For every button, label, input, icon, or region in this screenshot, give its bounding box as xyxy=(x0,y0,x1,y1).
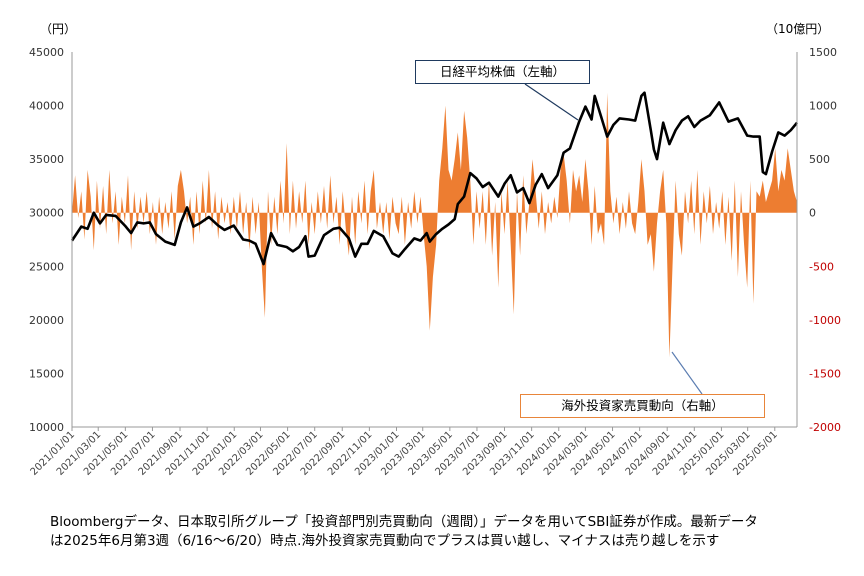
right-tick-label: 1000 xyxy=(809,100,837,113)
right-tick-label: 1500 xyxy=(809,46,837,59)
right-tick-label: 0 xyxy=(809,207,816,220)
right-tick-label: -2000 xyxy=(809,421,841,434)
foreign-callout-connector xyxy=(671,351,703,395)
foreign-investor-series-label: 海外投資家売買動向（右軸） xyxy=(520,394,765,418)
nikkei-line xyxy=(70,91,799,266)
footnote: Bloombergデータ、日本取引所グループ「投資部門別売買動向（週間）」データ… xyxy=(50,513,840,551)
right-tick-label: -1000 xyxy=(809,314,841,327)
left-axis-unit: （円） xyxy=(40,22,77,36)
left-tick-label: 40000 xyxy=(29,100,64,113)
right-tick-label: -1500 xyxy=(809,367,841,380)
left-tick-label: 35000 xyxy=(29,153,64,166)
foreign-investor-area xyxy=(72,92,797,358)
right-axis-unit: （10億円） xyxy=(766,22,830,36)
left-tick-label: 10000 xyxy=(29,421,64,434)
callout-connectors xyxy=(524,83,703,395)
left-tick-label: 15000 xyxy=(29,367,64,380)
nikkei-line-layer xyxy=(70,91,799,266)
left-tick-label: 30000 xyxy=(29,207,64,220)
foreign-investor-area-layer xyxy=(72,92,797,358)
right-tick-label: -500 xyxy=(809,260,834,273)
footnote-line-2: は2025年6月第3週（6/16～6/20）時点.海外投資家売買動向でプラスは買… xyxy=(50,533,720,549)
left-tick-label: 20000 xyxy=(29,314,64,327)
left-tick-label: 25000 xyxy=(29,260,64,273)
right-tick-label: 500 xyxy=(809,153,830,166)
nikkei-series-label: 日経平均株価（左軸） xyxy=(415,60,590,84)
footnote-line-1: Bloombergデータ、日本取引所グループ「投資部門別売買動向（週間）」データ… xyxy=(50,514,758,530)
left-tick-label: 45000 xyxy=(29,46,64,59)
nikkei-callout-connector xyxy=(524,83,579,121)
